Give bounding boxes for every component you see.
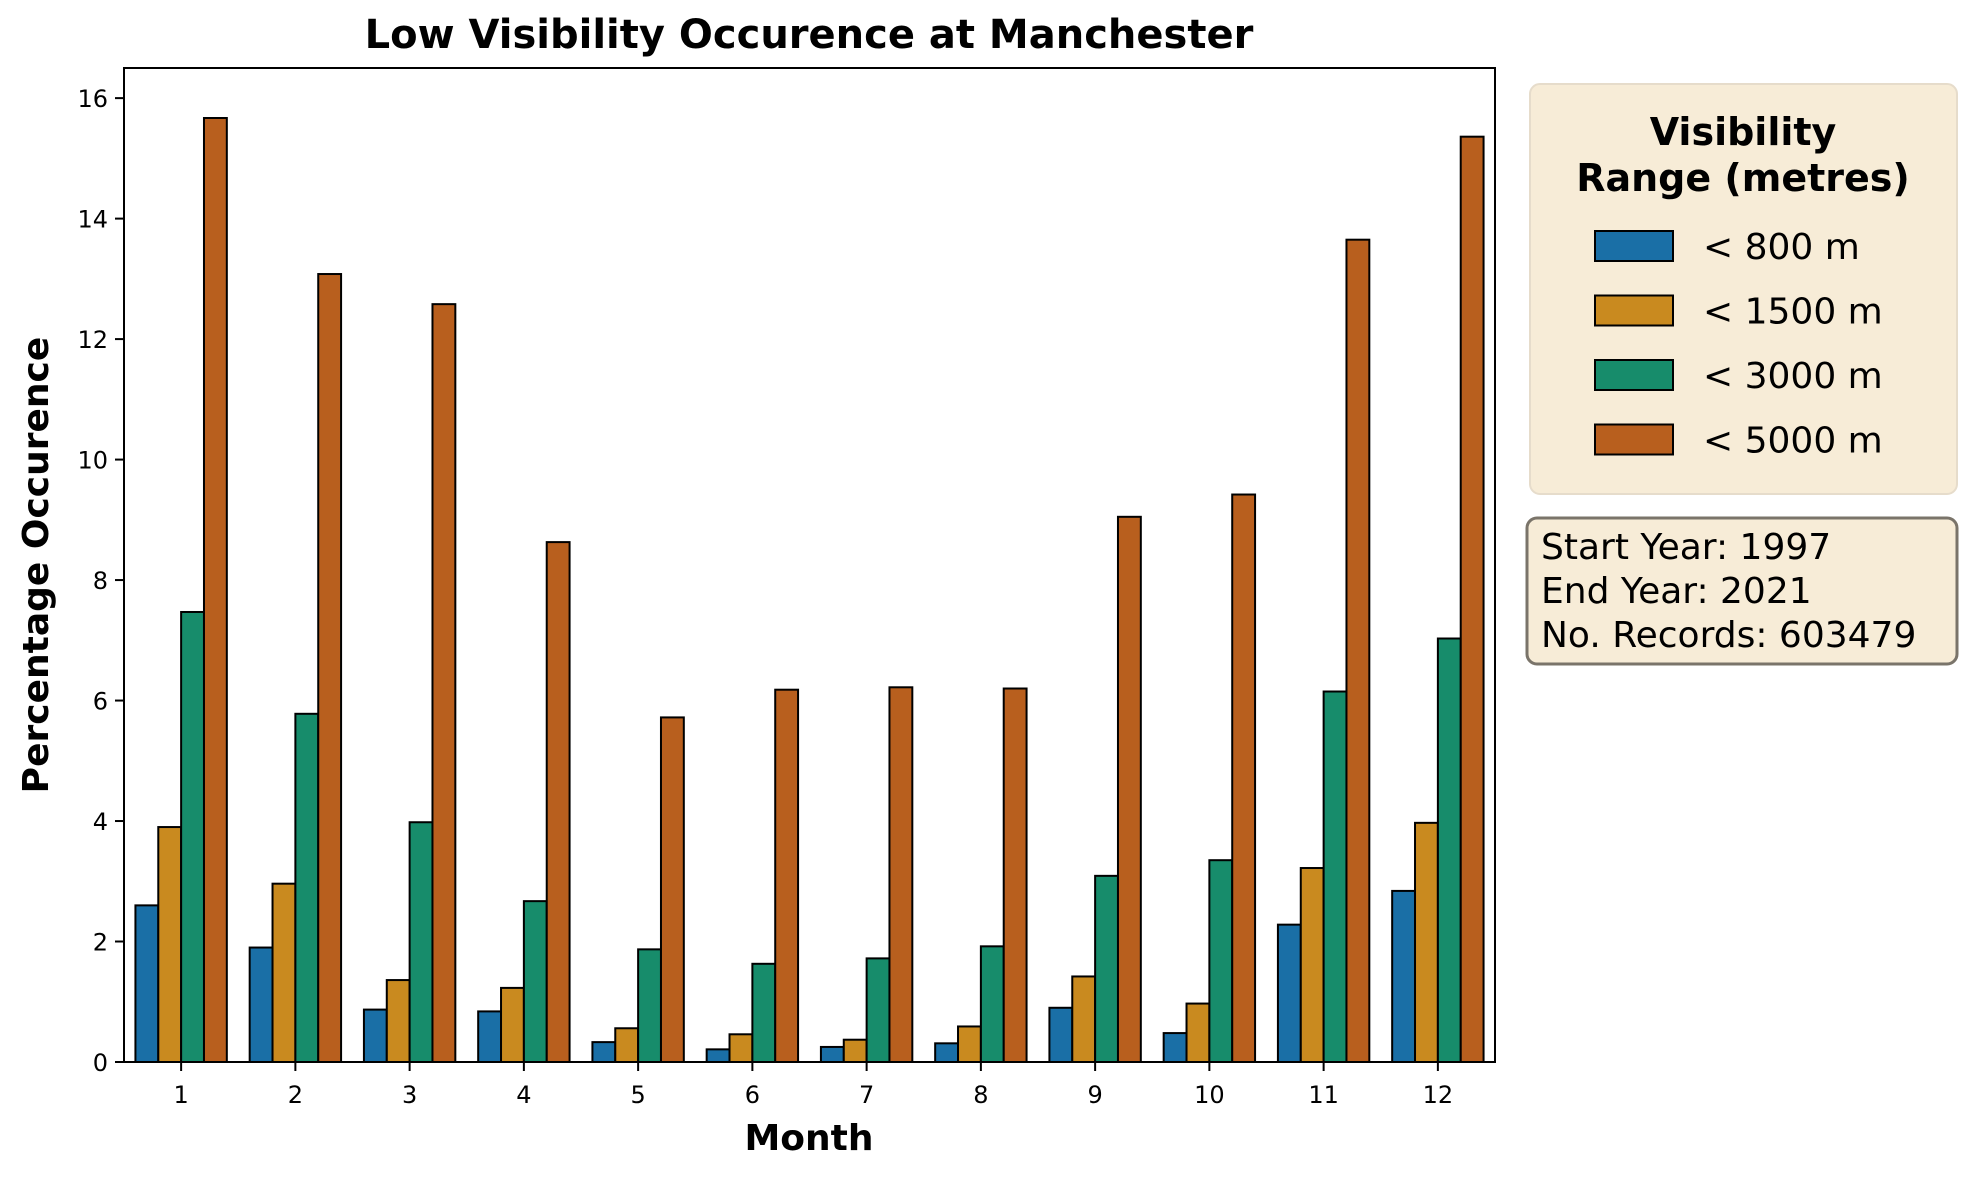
x-tick-label: 9 bbox=[1087, 1081, 1102, 1109]
bar-month-12-series-4 bbox=[1459, 135, 1485, 1063]
legend-swatch bbox=[1594, 230, 1674, 262]
plot-frame bbox=[123, 67, 1496, 1063]
bar-month-11-series-2 bbox=[1299, 867, 1325, 1064]
legend-frame bbox=[1529, 83, 1958, 495]
x-axis: 1 2 3 4 5 6 7 8 9 10 11 12 bbox=[173, 1062, 1453, 1109]
y-tick-label: 6 bbox=[93, 688, 108, 716]
bar-month-12-series-2 bbox=[1414, 821, 1439, 1064]
bar-month-1-series-2 bbox=[157, 826, 183, 1063]
x-tick-label: 3 bbox=[402, 1081, 417, 1109]
x-tick-label: 8 bbox=[973, 1081, 988, 1109]
legend-swatch bbox=[1594, 359, 1674, 391]
x-axis-label: Month bbox=[744, 1118, 873, 1159]
bar-month-4-series-2 bbox=[500, 986, 525, 1064]
bar-month-9-series-3 bbox=[1094, 874, 1119, 1063]
bar-month-5-series-4 bbox=[659, 716, 685, 1063]
legend-label: < 1500 m bbox=[1703, 292, 1883, 333]
bar-month-2-series-3 bbox=[294, 712, 320, 1063]
bar-month-5-series-1 bbox=[591, 1041, 617, 1063]
bar-month-10-series-4 bbox=[1231, 493, 1257, 1063]
x-tick-label: 12 bbox=[1423, 1081, 1454, 1109]
bar-month-12-series-3 bbox=[1436, 637, 1462, 1063]
y-tick-label: 4 bbox=[93, 808, 108, 836]
legend-items: < 800 m < 1500 m < 3000 m < 5000 m bbox=[1594, 227, 1883, 462]
bar-month-10-series-1 bbox=[1162, 1032, 1188, 1063]
legend-label: < 5000 m bbox=[1703, 421, 1883, 462]
bar-month-11-series-3 bbox=[1322, 690, 1348, 1063]
legend-title-line-1: Visibility bbox=[1650, 110, 1837, 154]
x-tick-label: 11 bbox=[1308, 1081, 1339, 1109]
info-record-count: No. Records: 603479 bbox=[1541, 615, 1916, 656]
legend: Visibility Range (metres) < 800 m < 1500 … bbox=[1529, 83, 1958, 495]
bar-month-6-series-1 bbox=[705, 1048, 731, 1063]
bar-month-7-series-1 bbox=[819, 1045, 845, 1063]
legend-label: < 3000 m bbox=[1703, 356, 1883, 397]
x-tick-label: 2 bbox=[288, 1081, 303, 1109]
bar-month-2-series-1 bbox=[248, 946, 274, 1063]
bar-month-4-series-4 bbox=[545, 541, 571, 1063]
y-tick-label: 0 bbox=[93, 1049, 108, 1077]
bar-month-11-series-4 bbox=[1345, 238, 1371, 1063]
bar-month-8-series-1 bbox=[934, 1042, 960, 1063]
bar-month-8-series-2 bbox=[957, 1025, 982, 1063]
info-end-year: End Year: 2021 bbox=[1541, 571, 1812, 612]
bar-month-7-series-3 bbox=[865, 957, 891, 1064]
bar-month-10-series-3 bbox=[1208, 859, 1234, 1063]
bar-month-6-series-4 bbox=[774, 688, 800, 1063]
bar-month-7-series-2 bbox=[842, 1038, 868, 1063]
x-tick-label: 5 bbox=[630, 1081, 645, 1109]
y-tick-label: 12 bbox=[77, 326, 108, 354]
x-tick-label: 7 bbox=[859, 1081, 874, 1109]
bar-month-3-series-1 bbox=[362, 1008, 388, 1064]
x-tick-label: 4 bbox=[516, 1081, 531, 1109]
bar-month-12-series-1 bbox=[1391, 889, 1417, 1063]
x-tick-label: 1 bbox=[173, 1081, 188, 1109]
bar-month-7-series-4 bbox=[888, 686, 914, 1063]
bar-month-8-series-4 bbox=[1002, 687, 1028, 1063]
bar-month-1-series-4 bbox=[202, 117, 228, 1063]
legend-swatch bbox=[1594, 294, 1674, 327]
legend-swatch bbox=[1594, 423, 1674, 456]
bar-month-6-series-3 bbox=[751, 962, 777, 1063]
info-start-year: Start Year: 1997 bbox=[1541, 527, 1831, 568]
bar-month-9-series-2 bbox=[1071, 975, 1097, 1064]
legend-title-line-2: Range (metres) bbox=[1576, 156, 1910, 200]
bar-month-1-series-3 bbox=[180, 610, 205, 1063]
y-tick-label: 2 bbox=[93, 929, 108, 957]
bar-month-8-series-3 bbox=[979, 945, 1005, 1064]
legend-label: < 800 m bbox=[1703, 227, 1860, 268]
bar-month-1-series-1 bbox=[134, 904, 160, 1063]
y-axis: 0 2 4 6 8 10 12 14 16 bbox=[77, 85, 124, 1077]
bar-month-9-series-4 bbox=[1116, 515, 1142, 1063]
bar-month-11-series-1 bbox=[1276, 923, 1302, 1064]
bar-month-3-series-4 bbox=[431, 303, 457, 1063]
y-tick-label: 10 bbox=[77, 447, 108, 475]
bar-month-2-series-4 bbox=[317, 273, 343, 1063]
x-tick-label: 10 bbox=[1194, 1081, 1225, 1109]
info-box-frame bbox=[1525, 516, 1959, 666]
y-tick-label: 16 bbox=[77, 85, 108, 113]
info-box: Start Year: 1997 End Year: 2021 No. Reco… bbox=[1525, 516, 1959, 666]
bar-month-5-series-2 bbox=[614, 1027, 640, 1064]
bar-month-3-series-3 bbox=[408, 821, 434, 1063]
bar-month-2-series-2 bbox=[271, 882, 297, 1063]
bar-month-10-series-2 bbox=[1185, 1002, 1211, 1063]
y-axis-label: Percentage Occurence bbox=[16, 337, 57, 794]
bar-month-9-series-1 bbox=[1048, 1006, 1074, 1064]
y-tick-label: 8 bbox=[93, 567, 108, 595]
bar-month-6-series-2 bbox=[728, 1033, 754, 1064]
y-tick-label: 14 bbox=[77, 206, 108, 234]
bar-month-3-series-2 bbox=[385, 979, 411, 1064]
chart-title: Low Visibility Occurence at Manchester bbox=[365, 12, 1254, 58]
x-tick-label: 6 bbox=[745, 1081, 760, 1109]
bar-month-4-series-1 bbox=[477, 1010, 503, 1064]
bar-month-5-series-3 bbox=[637, 948, 662, 1063]
bar-month-4-series-3 bbox=[522, 900, 548, 1064]
